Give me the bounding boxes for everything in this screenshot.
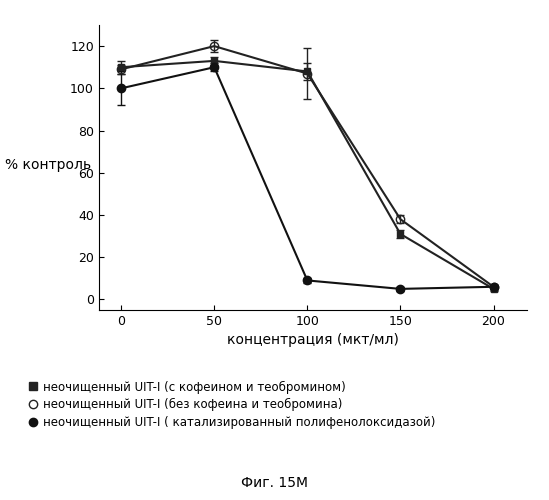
Text: Фиг. 15М: Фиг. 15М [241, 476, 308, 490]
Legend: неочищенный UIT-I (с кофеином и теобромином), неочищенный UIT-I (без кофеина и т: неочищенный UIT-I (с кофеином и теоброми… [28, 380, 435, 429]
Text: % контроль: % контроль [5, 158, 92, 172]
X-axis label: концентрация (мкт/мл): концентрация (мкт/мл) [227, 334, 399, 347]
